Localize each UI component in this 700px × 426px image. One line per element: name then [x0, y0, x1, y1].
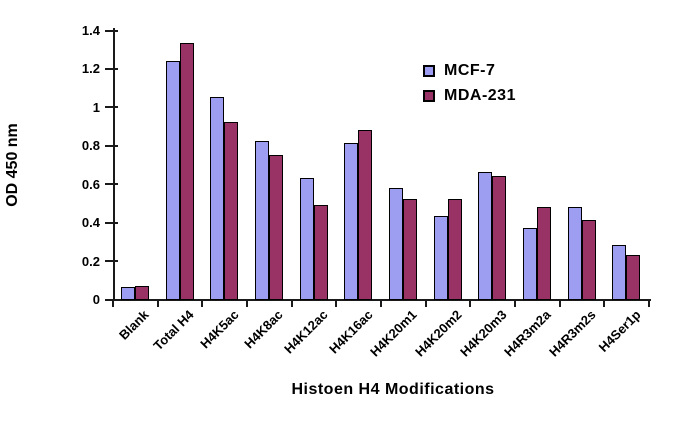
x-axis-tick — [380, 299, 382, 307]
bar-mda-231-h4k20m2 — [447, 199, 462, 300]
bar-mcf-7-h4k20m2 — [433, 216, 448, 300]
x-axis-tick — [648, 299, 650, 307]
bar-mda-231-h4k8ac — [269, 154, 283, 300]
bar-mda-231-h4k20m3 — [492, 176, 507, 300]
bar-mda-231-blank — [135, 285, 149, 300]
y-axis-tick-label: 0.6 — [81, 176, 100, 192]
x-axis-tick — [514, 299, 516, 307]
x-axis-tick — [424, 299, 427, 307]
bar-mcf-7-h4k12ac — [299, 177, 314, 300]
x-axis-tick — [558, 299, 561, 307]
y-axis-tick — [105, 29, 118, 32]
x-axis-line — [113, 299, 651, 301]
y-axis-tick — [105, 260, 118, 263]
bar-mda-231-h4k5ac — [224, 122, 239, 300]
y-axis-tick — [105, 221, 118, 224]
x-axis-tick — [156, 299, 159, 307]
bar-mcf-7-h4r3m2a — [523, 227, 537, 300]
y-axis-tick-label: 1.2 — [81, 61, 100, 77]
legend: MCF-7 MDA-231 — [423, 62, 516, 112]
x-axis-tick — [603, 299, 606, 307]
bar-mcf-7-h4ser1p — [612, 245, 627, 300]
legend-item-mcf-7: MCF-7 — [423, 62, 516, 80]
bar-mda-231-total-h4 — [179, 43, 194, 300]
x-axis-title: Histoen H4 Modifications — [291, 381, 495, 398]
bar-mda-231-h4k16ac — [358, 129, 373, 300]
bar-mda-231-h4ser1p — [626, 254, 641, 300]
y-axis-tick — [105, 144, 118, 147]
x-axis-tick — [246, 299, 248, 307]
bar-mcf-7-h4k5ac — [210, 97, 225, 300]
y-axis-tick — [105, 106, 118, 109]
y-axis-tick-label: 1 — [92, 99, 100, 115]
x-axis-tick — [290, 299, 293, 307]
y-axis-tick-label: 0.8 — [81, 138, 100, 154]
bar-mcf-7-h4k8ac — [255, 141, 269, 300]
y-axis-tick-label: 0.4 — [81, 215, 100, 231]
legend-swatch-icon — [423, 90, 435, 102]
bar-mcf-7-blank — [121, 287, 135, 300]
legend-label: MCF-7 — [444, 62, 496, 79]
bar-mda-231-h4r3m2s — [581, 220, 596, 300]
y-axis-tick — [105, 67, 118, 70]
bar-mda-231-h4r3m2a — [537, 206, 551, 300]
y-axis-tick — [105, 298, 118, 301]
y-axis-tick — [105, 183, 118, 186]
x-axis-tick — [335, 299, 338, 307]
bar-mcf-7-h4r3m2s — [567, 206, 582, 300]
legend-item-mda-231: MDA-231 — [423, 87, 516, 105]
y-axis-title: OD 450 nm — [4, 123, 21, 207]
x-axis-tick — [469, 299, 472, 307]
x-axis-tick — [201, 299, 204, 307]
bar-mcf-7-h4k20m1 — [389, 187, 403, 300]
x-axis-tick — [112, 299, 114, 307]
bar-mcf-7-total-h4 — [165, 60, 180, 300]
bar-mda-231-h4k12ac — [313, 204, 328, 300]
bar-mcf-7-h4k20m3 — [478, 172, 493, 300]
y-axis-tick-label: 0.2 — [81, 253, 100, 269]
y-axis-line — [113, 28, 115, 301]
legend-swatch-icon — [423, 65, 435, 77]
y-axis-tick-label: 0 — [92, 292, 100, 307]
bar-mda-231-h4k20m1 — [403, 199, 417, 300]
legend-label: MDA-231 — [444, 87, 516, 104]
y-axis-tick-label: 1.4 — [81, 23, 100, 38]
bar-mcf-7-h4k16ac — [344, 143, 359, 300]
